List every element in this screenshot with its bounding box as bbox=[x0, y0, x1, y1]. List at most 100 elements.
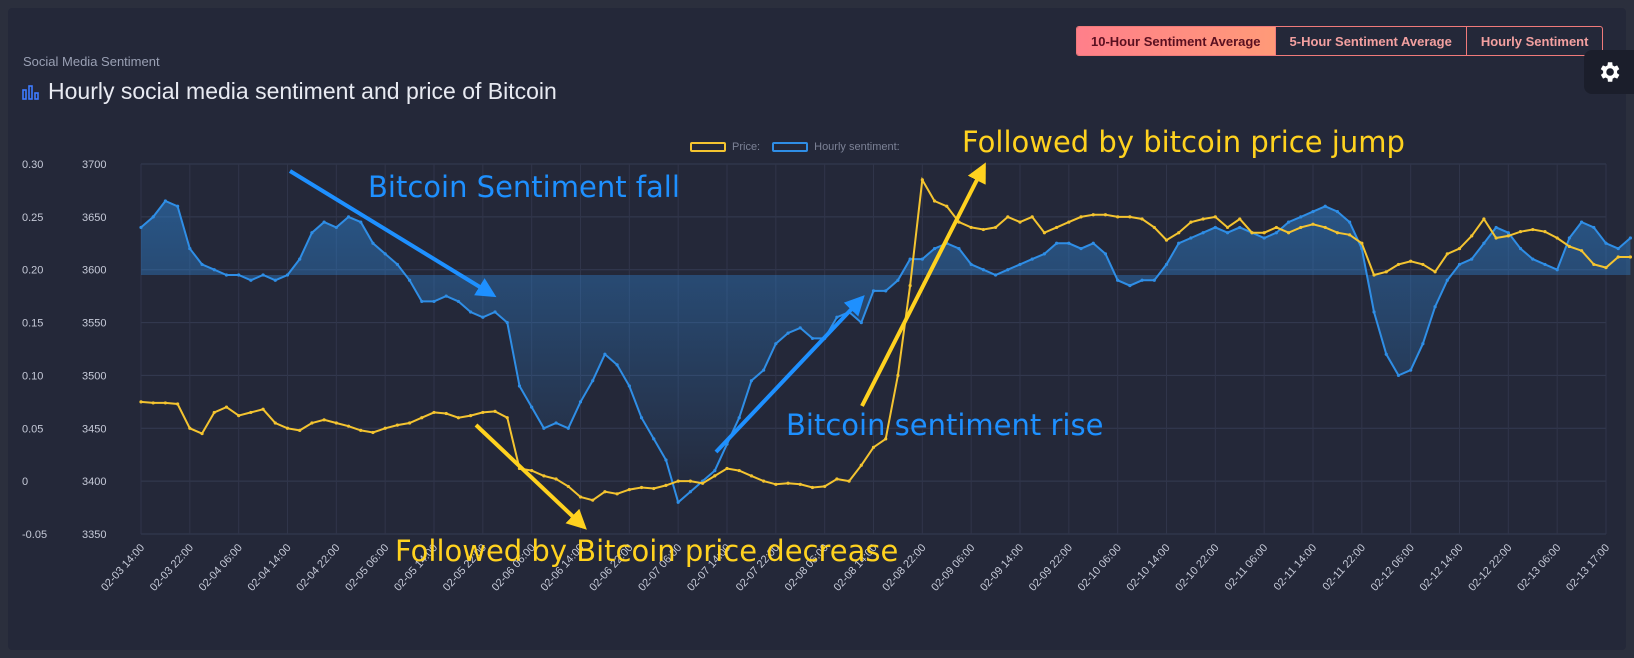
price-point bbox=[1225, 225, 1230, 230]
sentiment-point bbox=[1091, 241, 1095, 245]
price-point bbox=[1164, 238, 1169, 242]
price-point bbox=[1409, 259, 1413, 263]
y-right-tick-label: 3500 bbox=[82, 370, 106, 382]
sentiment-point bbox=[1518, 246, 1523, 251]
price-point bbox=[1482, 217, 1486, 221]
price-point bbox=[1177, 231, 1181, 235]
price-point bbox=[1567, 244, 1571, 249]
price-point bbox=[469, 414, 473, 418]
x-tick-label: 02-13 17:00 bbox=[1564, 542, 1612, 594]
x-tick-label: 02-10 14:00 bbox=[1125, 542, 1173, 594]
sentiment-point bbox=[798, 326, 802, 330]
sentiment-point bbox=[456, 299, 461, 304]
y-left-tick-label: 0.20 bbox=[22, 265, 43, 277]
price-point bbox=[1579, 249, 1584, 253]
sentiment-point bbox=[1348, 220, 1352, 224]
sentiment-point bbox=[1396, 373, 1401, 378]
sentiment-point bbox=[664, 458, 668, 462]
sentiment-point bbox=[542, 426, 546, 430]
y-left-tick-label: 0.10 bbox=[22, 370, 43, 382]
annotation-sentiment-rise: Bitcoin sentiment rise bbox=[786, 408, 1104, 442]
sentiment-point bbox=[1116, 278, 1120, 282]
sentiment-point bbox=[1262, 236, 1266, 240]
price-point bbox=[908, 283, 912, 288]
price-point bbox=[1152, 225, 1156, 230]
price-point bbox=[1396, 262, 1401, 267]
page-title: Hourly social media sentiment and price … bbox=[48, 78, 557, 104]
sentiment-point bbox=[652, 437, 656, 441]
sentiment-point bbox=[237, 273, 241, 277]
sentiment-point bbox=[383, 252, 387, 256]
x-tick-label: 02-05 06:00 bbox=[343, 542, 391, 594]
price-point bbox=[737, 468, 741, 473]
price-point bbox=[1421, 262, 1425, 267]
price-point bbox=[432, 410, 436, 415]
legend-label-price: Price: bbox=[732, 141, 761, 153]
sentiment-point bbox=[1030, 257, 1034, 261]
sentiment-point bbox=[334, 225, 338, 230]
sentiment-point bbox=[627, 384, 631, 388]
x-tick-label: 02-11 14:00 bbox=[1272, 542, 1320, 593]
x-tick-label: 02-12 06:00 bbox=[1369, 542, 1417, 594]
annotation-arrow-sentiment-fall bbox=[288, 169, 497, 298]
settings-button[interactable] bbox=[1584, 50, 1634, 94]
legend-item-sentiment[interactable]: Hourly sentiment: bbox=[772, 141, 900, 153]
y-right-tick-label: 3600 bbox=[82, 265, 106, 277]
tab-5-hour-average[interactable]: 5-Hour Sentiment Average bbox=[1276, 27, 1467, 55]
sentiment-point bbox=[1238, 225, 1242, 230]
price-point bbox=[1116, 215, 1120, 219]
x-tick-label: 02-11 06:00 bbox=[1223, 542, 1271, 593]
sentiment-point bbox=[298, 257, 302, 261]
sentiment-point bbox=[1311, 209, 1315, 214]
price-point bbox=[249, 410, 253, 415]
price-point bbox=[298, 428, 302, 432]
price-point bbox=[542, 474, 546, 478]
price-point bbox=[1531, 227, 1535, 232]
sentiment-point bbox=[1225, 231, 1230, 235]
price-point bbox=[957, 220, 961, 224]
price-point bbox=[481, 410, 485, 415]
price-point bbox=[310, 421, 314, 425]
sentiment-point bbox=[1482, 241, 1486, 245]
y-left-tick-label: -0.05 bbox=[22, 529, 47, 541]
sentiment-point bbox=[1055, 241, 1059, 245]
price-point bbox=[1079, 215, 1083, 219]
price-point bbox=[603, 490, 607, 494]
tab-hourly-sentiment[interactable]: Hourly Sentiment bbox=[1480, 34, 1589, 49]
sentiment-point bbox=[432, 299, 436, 304]
price-point bbox=[835, 477, 839, 481]
sentiment-point bbox=[1140, 278, 1144, 282]
sentiment-point bbox=[932, 246, 937, 251]
legend-item-price[interactable]: Price: bbox=[690, 141, 760, 153]
sentiment-point bbox=[969, 262, 973, 267]
price-point bbox=[1506, 234, 1510, 238]
x-tick-label: 02-04 22:00 bbox=[294, 542, 342, 594]
sentiment-point bbox=[407, 278, 412, 282]
y-right-tick-label: 3450 bbox=[82, 423, 106, 435]
sentiment-point bbox=[1604, 241, 1608, 245]
sentiment-point bbox=[1042, 252, 1047, 256]
sentiment-point bbox=[176, 204, 180, 208]
x-tick-label: 02-03 22:00 bbox=[148, 542, 196, 594]
price-point bbox=[1628, 255, 1633, 259]
sentiment-point bbox=[1177, 241, 1181, 245]
sentiment-point bbox=[578, 400, 583, 404]
tab-10-hour-average[interactable]: 10-Hour Sentiment Average bbox=[1077, 27, 1276, 55]
price-point bbox=[334, 421, 338, 425]
price-point bbox=[945, 204, 949, 208]
sentiment-point bbox=[212, 268, 216, 272]
y-left-tick-label: 0 bbox=[22, 476, 28, 488]
y-right-tick-label: 3700 bbox=[82, 159, 106, 171]
sentiment-point bbox=[786, 331, 790, 335]
sentiment-point bbox=[749, 379, 754, 383]
price-point bbox=[273, 421, 277, 425]
price-point bbox=[1067, 220, 1071, 224]
price-point bbox=[639, 485, 644, 490]
y-right-tick-label: 3550 bbox=[82, 318, 106, 330]
price-point bbox=[1543, 230, 1547, 234]
sentiment-point bbox=[1372, 310, 1376, 314]
price-point bbox=[1433, 270, 1437, 274]
sentiment-point bbox=[835, 315, 839, 319]
annotation-price-decrease: Followed by Bitcoin price decrease bbox=[395, 534, 899, 568]
price-point bbox=[1018, 220, 1022, 224]
